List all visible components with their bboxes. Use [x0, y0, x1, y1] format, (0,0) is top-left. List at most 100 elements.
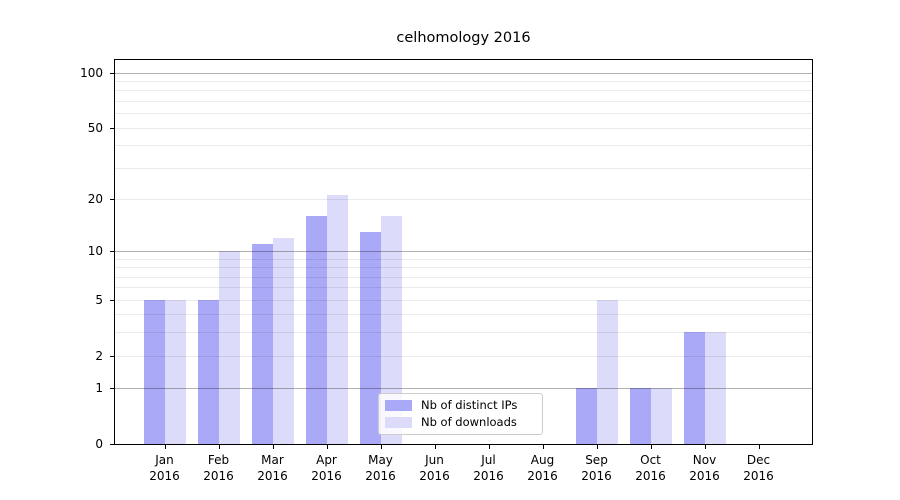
x-tick-label-aug: Aug 2016 — [511, 452, 575, 484]
legend-swatch-downloads — [385, 417, 412, 428]
y-tick — [110, 251, 114, 253]
legend-label-downloads: Nb of downloads — [421, 415, 517, 429]
y-tick-label: 10 — [87, 244, 103, 259]
x-tick-month: Oct — [640, 453, 661, 467]
bar-apr-ips — [305, 215, 327, 444]
minor-gridline — [115, 127, 812, 129]
x-tick — [542, 445, 544, 449]
x-tick-month: May — [368, 453, 393, 467]
y-tick — [110, 198, 114, 200]
x-tick — [218, 445, 220, 449]
x-tick-year: 2016 — [527, 469, 558, 483]
x-tick-year: 2016 — [257, 469, 288, 483]
x-tick-year: 2016 — [419, 469, 450, 483]
legend-label-distinct-ips: Nb of distinct IPs — [421, 398, 518, 412]
bar-jan-downloads — [164, 299, 186, 444]
minor-gridline — [115, 80, 812, 82]
legend-item-distinct-ips: Nb of distinct IPs — [385, 399, 536, 412]
x-tick — [704, 445, 706, 449]
minor-gridline — [115, 287, 812, 289]
x-tick-month: Sep — [585, 453, 608, 467]
y-tick — [110, 355, 114, 357]
bar-feb-downloads — [218, 251, 240, 444]
y-tick-label: 2 — [95, 348, 103, 363]
bar-oct-downloads — [650, 388, 672, 444]
bar-feb-ips — [197, 299, 219, 444]
x-tick-label-oct: Oct 2016 — [619, 452, 683, 484]
minor-gridline — [115, 100, 812, 102]
bar-jan-ips — [143, 299, 165, 444]
x-tick-month: Apr — [316, 453, 337, 467]
x-tick-month: Mar — [261, 453, 284, 467]
y-tick — [110, 72, 114, 74]
y-tick-label: 20 — [87, 191, 103, 206]
x-tick-year: 2016 — [743, 469, 774, 483]
x-tick — [650, 445, 652, 449]
y-tick — [110, 127, 114, 129]
x-tick-year: 2016 — [203, 469, 234, 483]
minor-gridline — [115, 113, 812, 115]
bar-mar-ips — [251, 244, 273, 444]
x-tick-year: 2016 — [311, 469, 342, 483]
x-tick-month: Dec — [746, 453, 771, 467]
x-tick-label-may: May 2016 — [349, 452, 413, 484]
x-tick-label-feb: Feb 2016 — [187, 452, 251, 484]
minor-gridline — [115, 258, 812, 260]
x-tick-month: Jul — [481, 453, 496, 467]
x-tick-year: 2016 — [473, 469, 504, 483]
x-tick-label-jun: Jun 2016 — [403, 452, 467, 484]
y-tick-label: 1 — [95, 381, 103, 396]
x-tick-year: 2016 — [635, 469, 666, 483]
bar-sep-downloads — [596, 299, 618, 444]
x-tick-year: 2016 — [581, 469, 612, 483]
bar-oct-ips — [629, 388, 651, 444]
x-tick — [380, 445, 382, 449]
bar-sep-ips — [575, 388, 597, 444]
x-tick — [488, 445, 490, 449]
minor-gridline — [115, 314, 812, 316]
x-tick — [272, 445, 274, 449]
x-tick-month: Jan — [155, 453, 174, 467]
x-tick-label-jan: Jan 2016 — [133, 452, 197, 484]
minor-gridline — [115, 145, 812, 147]
y-tick-label: 0 — [95, 437, 103, 451]
major-gridline — [115, 251, 812, 253]
bar-apr-downloads — [326, 195, 348, 444]
chart-title: celhomology 2016 — [396, 30, 531, 46]
x-tick-year: 2016 — [365, 469, 396, 483]
x-tick — [326, 445, 328, 449]
bar-may-ips — [359, 231, 381, 444]
x-tick-label-dec: Dec 2016 — [727, 452, 791, 484]
minor-gridline — [115, 276, 812, 278]
x-tick-year: 2016 — [689, 469, 720, 483]
legend-item-downloads: Nb of downloads — [385, 416, 536, 429]
x-tick-month: Aug — [530, 453, 555, 467]
bar-may-downloads — [380, 215, 402, 444]
y-tick-label: 50 — [87, 120, 103, 135]
x-tick-year: 2016 — [149, 469, 180, 483]
x-tick-label-jul: Jul 2016 — [457, 452, 521, 484]
x-tick — [758, 445, 760, 449]
x-tick — [434, 445, 436, 449]
x-tick-month: Nov — [692, 453, 717, 467]
bar-nov-downloads — [704, 332, 726, 444]
legend-swatch-distinct-ips — [385, 400, 412, 411]
minor-gridline — [115, 90, 812, 92]
minor-gridline — [115, 332, 812, 334]
x-tick — [596, 445, 598, 449]
x-tick — [164, 445, 166, 449]
y-tick — [110, 299, 114, 301]
y-tick-label: 5 — [95, 292, 103, 307]
x-tick-month: Jun — [425, 453, 444, 467]
x-tick-month: Feb — [207, 453, 230, 467]
x-tick-label-apr: Apr 2016 — [295, 452, 359, 484]
plot-area — [114, 59, 813, 445]
y-tick — [110, 388, 114, 390]
x-tick-label-sep: Sep 2016 — [565, 452, 629, 484]
bar-mar-downloads — [272, 237, 294, 444]
minor-gridline — [115, 167, 812, 169]
x-tick-label-nov: Nov 2016 — [673, 452, 737, 484]
major-gridline — [115, 72, 812, 74]
legend: Nb of distinct IPs Nb of downloads — [378, 393, 543, 435]
